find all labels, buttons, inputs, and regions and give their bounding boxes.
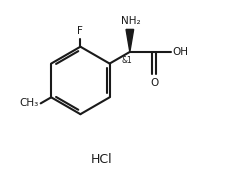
Polygon shape	[125, 29, 133, 52]
Text: HCl: HCl	[90, 153, 112, 166]
Text: &1: &1	[121, 56, 131, 65]
Text: O: O	[149, 78, 158, 88]
Text: OH: OH	[172, 47, 187, 57]
Text: F: F	[77, 26, 83, 36]
Text: CH₃: CH₃	[20, 98, 39, 108]
Text: NH₂: NH₂	[120, 16, 140, 26]
